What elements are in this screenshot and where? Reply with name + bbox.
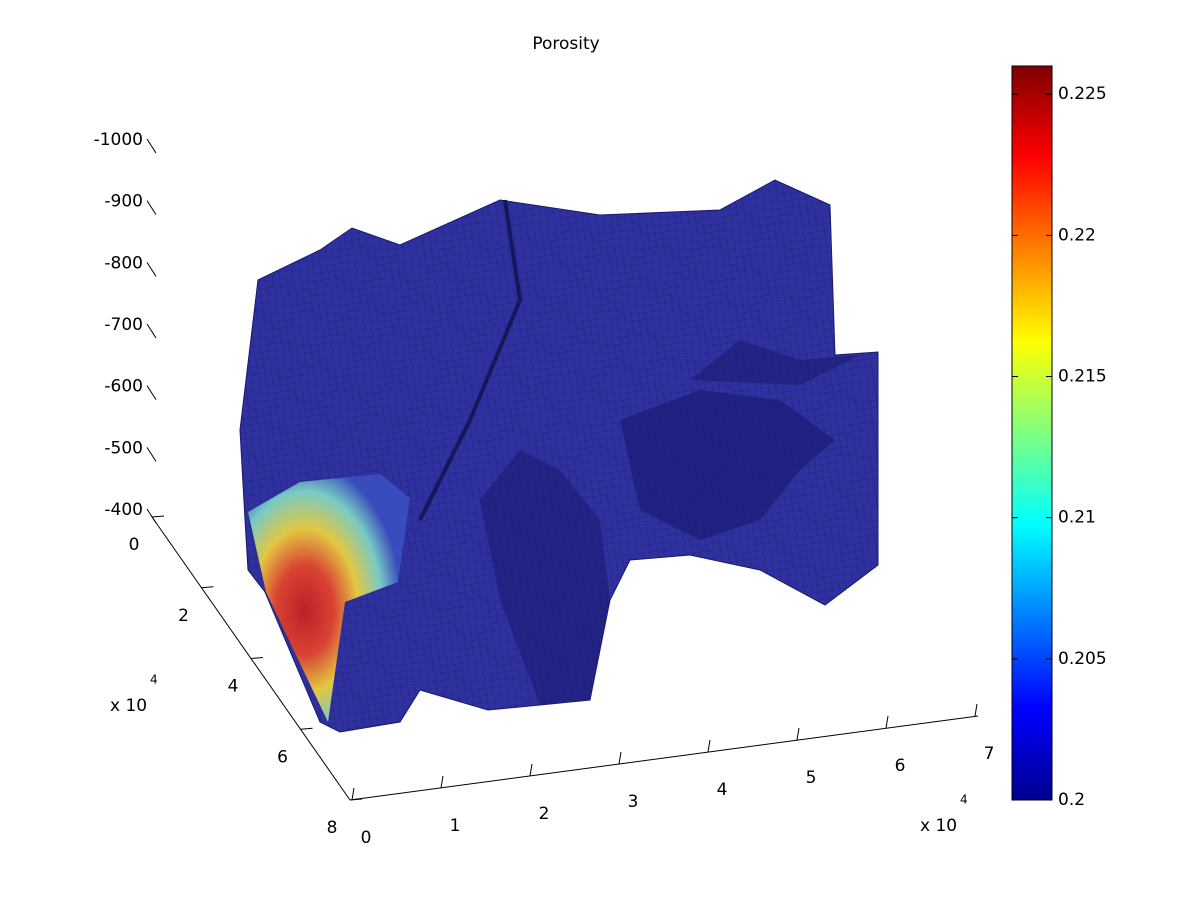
x-tick [796,727,800,741]
x-tick-label: 0 [361,828,372,848]
x-exponent: x 10 [920,816,957,836]
x-tick-label: 4 [717,780,728,800]
x-tick [618,751,622,765]
x-tick-label: 1 [450,816,461,836]
colorbar-tick-label: 0.2 [1058,790,1085,810]
surface-shade [690,340,860,385]
x-tick [351,787,355,801]
z-tick [146,508,157,524]
z-tick-label: -800 [104,253,143,273]
z-tick [146,447,157,462]
y-exponent: x 10 [110,696,147,716]
y-tick [250,657,264,659]
x-tick-label: 5 [806,768,817,788]
y-tick-label: 6 [277,747,288,767]
z-tick-label: -1000 [94,130,143,150]
colorbar-tick-label: 0.21 [1058,508,1096,528]
x-tick [974,703,978,717]
y-tick [300,727,313,730]
colorbar [1011,65,1053,801]
colorbar-tick-label: 0.215 [1058,367,1107,387]
y-tick [151,515,165,518]
x-tick-label: 3 [628,792,639,812]
z-tick-label: -900 [104,192,143,212]
colorbar-tick-label: 0.205 [1058,649,1107,669]
x-tick [440,775,444,789]
y-tick-label: 8 [327,818,338,838]
y-tick-label: 4 [228,677,239,697]
z-tick [146,200,157,215]
z-tick [146,262,157,277]
z-tick [146,323,157,339]
y-tick [349,798,363,801]
x-tick-label: 2 [539,804,550,824]
x-tick [529,763,533,777]
surface [239,179,879,733]
y-tick [201,586,214,589]
x-exponent-power: 4 [960,793,968,807]
x-tick [707,739,711,753]
y-tick-label: 0 [129,535,140,555]
y-tick-label: 2 [178,606,189,626]
z-tick-label: -600 [104,377,143,397]
z-tick-label: -500 [104,438,143,458]
surface-shade [620,390,835,540]
chart-title: Porosity [532,34,599,54]
x-tick-label: 6 [895,756,906,776]
z-tick-label: -700 [104,315,143,335]
z-tick [146,138,157,154]
x-tick-label: 7 [984,744,995,764]
surface-shade [480,450,610,705]
z-tick [146,385,157,400]
fault [418,199,523,521]
surface-highlight [248,474,410,722]
colorbar-tick-label: 0.225 [1058,84,1107,104]
colorbar-tick-label: 0.22 [1058,225,1096,245]
y-exponent-power: 4 [150,673,158,687]
z-tick-label: -400 [104,500,143,520]
x-axis-line [349,715,979,801]
surface-body [239,179,879,733]
x-tick [885,715,889,729]
